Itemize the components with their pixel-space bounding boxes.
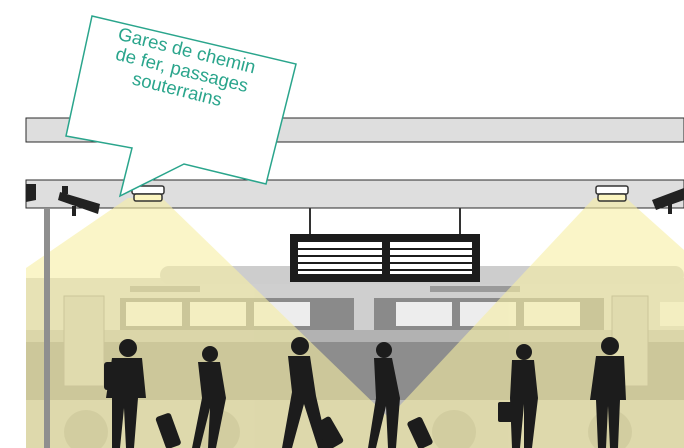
person-silhouette-icon bbox=[510, 344, 538, 448]
suitcase-icon bbox=[498, 402, 516, 422]
ceiling-light-icon bbox=[595, 185, 629, 202]
person-silhouette-icon bbox=[590, 337, 626, 448]
security-camera-icon bbox=[58, 186, 100, 216]
departure-board-icon bbox=[290, 234, 480, 282]
ceiling-light-icon bbox=[131, 185, 165, 202]
security-camera-icon bbox=[652, 188, 684, 214]
person-silhouette-icon bbox=[192, 346, 226, 448]
person-silhouette-icon bbox=[104, 339, 146, 448]
suitcase-icon bbox=[155, 413, 181, 448]
support-pole bbox=[44, 208, 50, 448]
callout-bubble bbox=[65, 15, 297, 198]
suitcase-icon bbox=[407, 417, 433, 448]
person-silhouette-icon bbox=[368, 342, 400, 448]
security-camera-icon bbox=[26, 184, 36, 202]
suitcase-icon bbox=[314, 416, 344, 448]
person-silhouettes bbox=[104, 337, 626, 448]
